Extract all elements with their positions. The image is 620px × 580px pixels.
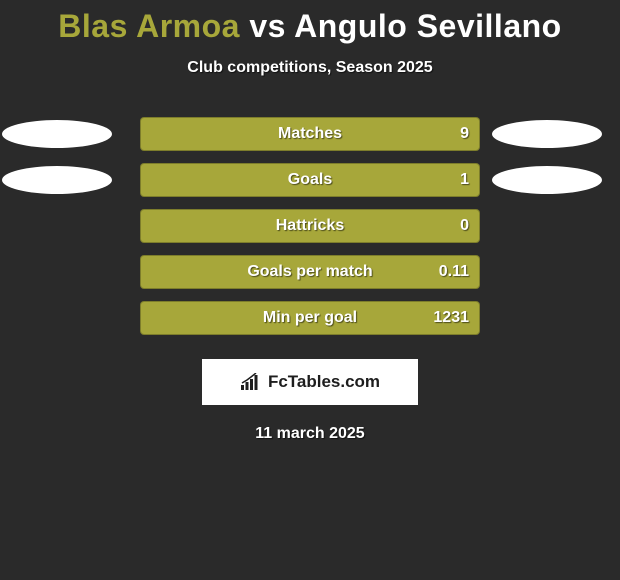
- page-title: Blas Armoa vs Angulo Sevillano: [58, 8, 561, 45]
- player1-name: Blas Armoa: [58, 8, 240, 44]
- stat-row: Min per goal 1231: [0, 301, 620, 335]
- stat-bar: Matches 9: [140, 117, 480, 151]
- stat-value: 1231: [433, 309, 469, 327]
- stat-row: Hattricks 0: [0, 209, 620, 243]
- stat-bar: Hattricks 0: [140, 209, 480, 243]
- stat-row: Goals per match 0.11: [0, 255, 620, 289]
- stat-bar: Goals 1: [140, 163, 480, 197]
- right-value-ellipse: [492, 120, 602, 148]
- vs-text: vs: [249, 8, 286, 44]
- stat-label: Hattricks: [276, 217, 344, 235]
- stat-row: Goals 1: [0, 163, 620, 197]
- subtitle: Club competitions, Season 2025: [187, 59, 432, 77]
- stat-value: 0.11: [439, 263, 469, 281]
- stat-label: Matches: [278, 125, 342, 143]
- left-value-ellipse: [2, 120, 112, 148]
- stat-bar: Min per goal 1231: [140, 301, 480, 335]
- stat-label: Goals per match: [247, 263, 372, 281]
- stat-row: Matches 9: [0, 117, 620, 151]
- stat-label: Min per goal: [263, 309, 357, 327]
- stat-label: Goals: [288, 171, 332, 189]
- left-value-ellipse: [2, 166, 112, 194]
- stats-rows: Matches 9 Goals 1 Hattricks 0 Goals per …: [0, 117, 620, 335]
- bar-chart-icon: [240, 373, 262, 391]
- logo-text: FcTables.com: [268, 372, 380, 392]
- stat-value: 9: [460, 125, 469, 143]
- fctables-logo: FcTables.com: [202, 359, 418, 405]
- stat-value: 1: [460, 171, 469, 189]
- stats-comparison-container: Blas Armoa vs Angulo Sevillano Club comp…: [0, 0, 620, 443]
- stat-bar: Goals per match 0.11: [140, 255, 480, 289]
- player2-name: Angulo Sevillano: [294, 8, 562, 44]
- stat-value: 0: [460, 217, 469, 235]
- right-value-ellipse: [492, 166, 602, 194]
- date-text: 11 march 2025: [255, 425, 364, 443]
